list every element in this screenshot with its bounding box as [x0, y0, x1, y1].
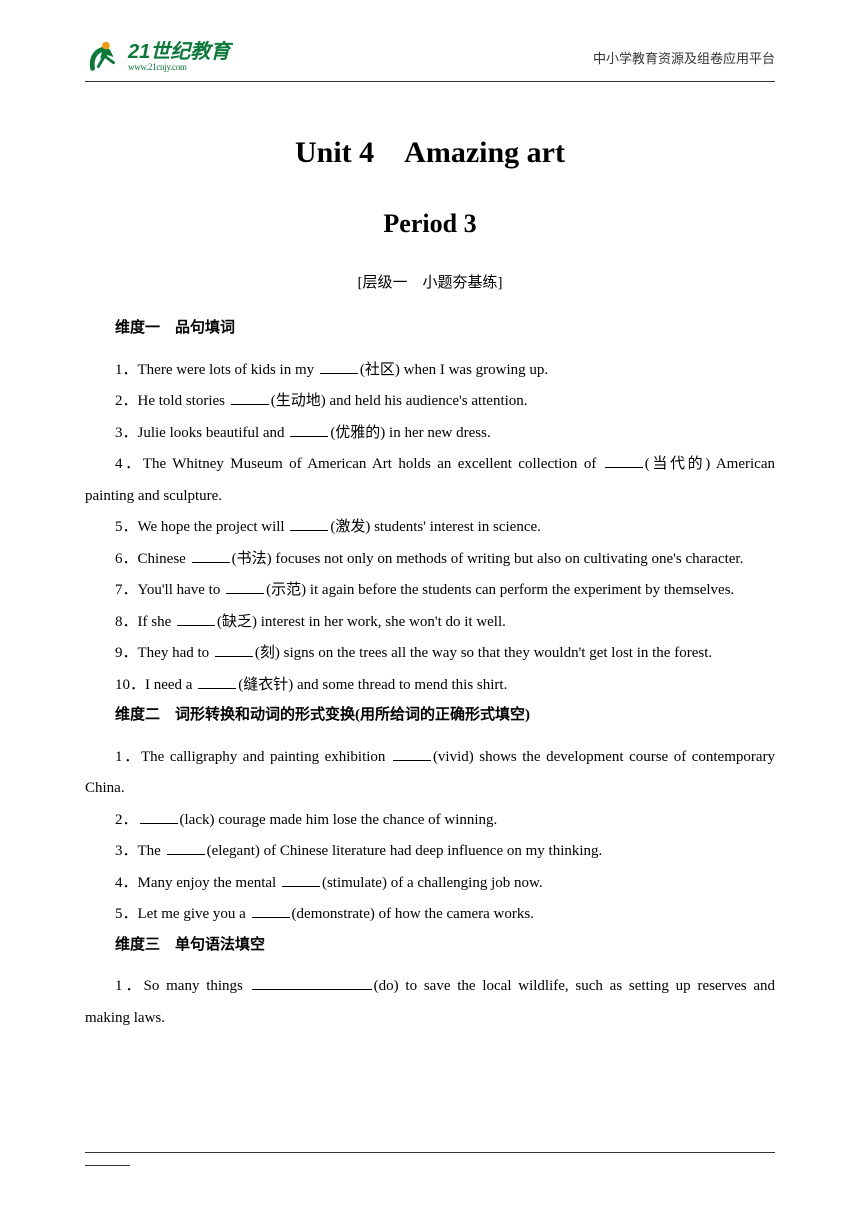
blank[interactable]: [282, 872, 320, 887]
blank[interactable]: [215, 642, 253, 657]
question-1-10: 10．I need a (缝衣针) and some thread to men…: [85, 670, 775, 702]
dimension-2: 维度二 词形转换和动词的形式变换(用所给词的正确形式填空): [85, 701, 775, 730]
blank[interactable]: [192, 548, 230, 563]
question-1-8: 8．If she (缺乏) interest in her work, she …: [85, 607, 775, 639]
logo-main-text: 21世纪教育: [128, 41, 230, 63]
footer-blank: [85, 1165, 130, 1166]
question-1-1: 1．There were lots of kids in my (社区) whe…: [85, 355, 775, 387]
blank[interactable]: [226, 579, 264, 594]
question-3-1: 1．So many things (do) to save the local …: [85, 971, 775, 1034]
logo-icon: [85, 38, 123, 76]
question-1-7: 7．You'll have to (示范) it again before th…: [85, 575, 775, 607]
blank[interactable]: [320, 359, 358, 374]
question-1-9: 9．They had to (刻) signs on the trees all…: [85, 638, 775, 670]
dimension-3: 维度三 单句语法填空: [85, 931, 775, 960]
title-sub: Period 3: [85, 209, 775, 239]
title-main: Unit 4 Amazing art: [85, 127, 775, 171]
blank[interactable]: [605, 453, 643, 468]
blank[interactable]: [290, 516, 328, 531]
blank[interactable]: [231, 390, 269, 405]
question-2-2: 2．(lack) courage made him lose the chanc…: [85, 805, 775, 837]
question-1-5: 5．We hope the project will (激发) students…: [85, 512, 775, 544]
question-2-4: 4．Many enjoy the mental (stimulate) of a…: [85, 868, 775, 900]
page-footer: [85, 1152, 775, 1171]
question-2-3: 3．The (elegant) of Chinese literature ha…: [85, 836, 775, 868]
section-label: [层级一 小题夯基练]: [85, 271, 775, 292]
blank[interactable]: [290, 422, 328, 437]
logo-area: 21世纪教育 www.21cnjy.com: [85, 38, 230, 76]
blank[interactable]: [393, 746, 431, 761]
question-2-1: 1．The calligraphy and painting exhibitio…: [85, 742, 775, 805]
question-2-5: 5．Let me give you a (demonstrate) of how…: [85, 899, 775, 931]
blank[interactable]: [198, 674, 236, 689]
page-header: 21世纪教育 www.21cnjy.com 中小学教育资源及组卷应用平台: [85, 38, 775, 82]
blank[interactable]: [177, 611, 215, 626]
header-right-text: 中小学教育资源及组卷应用平台: [593, 48, 775, 67]
logo-text: 21世纪教育 www.21cnjy.com: [128, 41, 230, 73]
blank[interactable]: [167, 840, 205, 855]
blank[interactable]: [140, 809, 178, 824]
question-1-3: 3．Julie looks beautiful and (优雅的) in her…: [85, 418, 775, 450]
blank[interactable]: [252, 903, 290, 918]
question-1-2: 2．He told stories (生动地) and held his aud…: [85, 386, 775, 418]
question-1-6: 6．Chinese (书法) focuses not only on metho…: [85, 544, 775, 576]
question-1-4: 4．The Whitney Museum of American Art hol…: [85, 449, 775, 512]
blank[interactable]: [252, 975, 372, 990]
logo-sub-text: www.21cnjy.com: [128, 63, 230, 73]
dimension-1: 维度一 品句填词: [85, 314, 775, 343]
